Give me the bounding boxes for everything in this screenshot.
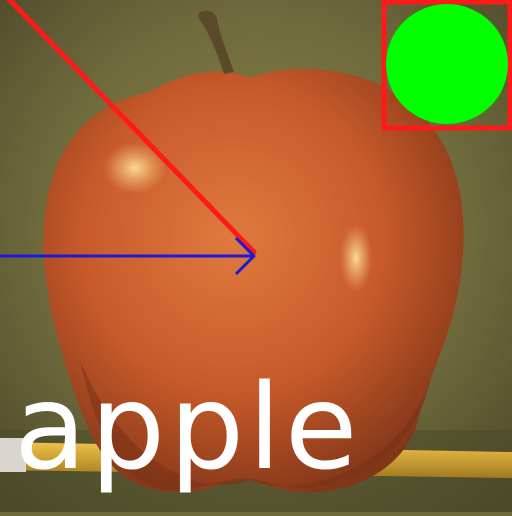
apple-highlight-right [340, 224, 372, 292]
caption-apple: apple [14, 358, 362, 496]
pencil-ferrule [0, 438, 26, 472]
blue-arrow-head [234, 236, 256, 276]
green-circle [386, 4, 508, 124]
apple-stem [198, 10, 234, 74]
apple-highlight-left [103, 142, 167, 194]
red-box [381, 0, 512, 131]
red-diagonal-line [6, 0, 257, 255]
